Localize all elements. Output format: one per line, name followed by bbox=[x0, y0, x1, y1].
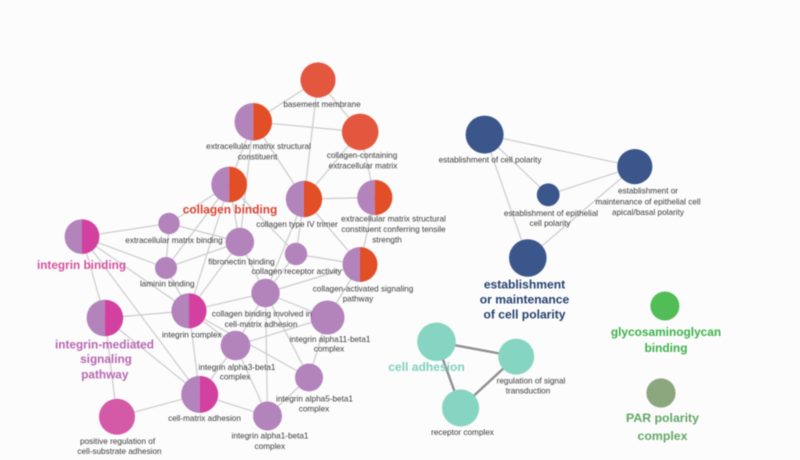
svg-text:pathway: pathway bbox=[81, 368, 129, 382]
svg-text:positive regulation of: positive regulation of bbox=[80, 437, 156, 446]
svg-text:integrin-mediated: integrin-mediated bbox=[55, 338, 154, 352]
svg-text:complex: complex bbox=[314, 345, 345, 354]
svg-text:integrin alpha3-beta1: integrin alpha3-beta1 bbox=[199, 363, 276, 372]
svg-text:collagen-activated signaling: collagen-activated signaling bbox=[313, 285, 414, 294]
svg-text:cell-substrate adhesion: cell-substrate adhesion bbox=[77, 447, 162, 456]
svg-text:laminin binding: laminin binding bbox=[140, 280, 195, 289]
svg-text:complex: complex bbox=[220, 373, 251, 382]
svg-text:fibronectin binding: fibronectin binding bbox=[208, 258, 275, 267]
svg-text:apical/basal polarity: apical/basal polarity bbox=[612, 208, 685, 217]
svg-text:transduction: transduction bbox=[506, 387, 551, 396]
svg-text:establishment of cell polarity: establishment of cell polarity bbox=[439, 156, 543, 165]
svg-text:complex: complex bbox=[638, 429, 688, 443]
svg-text:signaling: signaling bbox=[80, 352, 132, 366]
svg-text:glycosaminoglycan: glycosaminoglycan bbox=[611, 325, 721, 339]
svg-text:cell polarity: cell polarity bbox=[530, 219, 572, 228]
svg-text:constituent conferring tensile: constituent conferring tensile bbox=[341, 225, 446, 234]
svg-text:maintenance of epithelial cell: maintenance of epithelial cell bbox=[595, 198, 700, 207]
svg-text:binding: binding bbox=[645, 341, 688, 355]
svg-text:integrin alpha11-beta1: integrin alpha11-beta1 bbox=[290, 335, 371, 344]
svg-text:basement membrane: basement membrane bbox=[283, 100, 361, 109]
svg-text:integrin binding: integrin binding bbox=[37, 258, 126, 272]
svg-text:or maintenance: or maintenance bbox=[480, 293, 570, 307]
svg-text:collagen-containing: collagen-containing bbox=[327, 151, 398, 160]
svg-text:cell-matrix adhesion: cell-matrix adhesion bbox=[225, 320, 298, 329]
svg-text:collagen receptor activity: collagen receptor activity bbox=[252, 267, 343, 276]
svg-text:extracellular matrix: extracellular matrix bbox=[329, 162, 398, 171]
svg-text:PAR polarity: PAR polarity bbox=[626, 411, 699, 425]
svg-text:complex: complex bbox=[255, 442, 286, 451]
svg-text:collagen binding: collagen binding bbox=[183, 202, 277, 216]
svg-text:integrin alpha5-beta1: integrin alpha5-beta1 bbox=[276, 395, 353, 404]
svg-text:extracellular matrix binding: extracellular matrix binding bbox=[125, 236, 223, 245]
svg-text:of cell polarity: of cell polarity bbox=[484, 308, 566, 322]
svg-text:cell adhesion: cell adhesion bbox=[388, 360, 465, 374]
svg-text:integrin complex: integrin complex bbox=[162, 331, 222, 340]
svg-text:regulation of signal: regulation of signal bbox=[497, 377, 566, 386]
svg-text:integrin alpha1-beta1: integrin alpha1-beta1 bbox=[232, 431, 309, 440]
svg-text:collagen type IV trimer: collagen type IV trimer bbox=[256, 220, 338, 229]
svg-text:collagen binding involved in: collagen binding involved in bbox=[212, 310, 313, 319]
svg-text:establishment of epithelial: establishment of epithelial bbox=[504, 209, 598, 218]
svg-text:constituent: constituent bbox=[238, 153, 278, 162]
svg-text:receptor complex: receptor complex bbox=[431, 428, 494, 437]
svg-text:cell-matrix adhesion: cell-matrix adhesion bbox=[168, 414, 241, 423]
svg-text:establishment: establishment bbox=[484, 277, 565, 291]
svg-text:strength: strength bbox=[372, 236, 402, 245]
svg-text:establishment or: establishment or bbox=[618, 187, 678, 196]
svg-text:extracellular matrix structura: extracellular matrix structural bbox=[341, 215, 446, 224]
svg-text:extracellular matrix structura: extracellular matrix structural bbox=[206, 142, 311, 151]
svg-text:complex: complex bbox=[299, 405, 330, 414]
svg-text:pathway: pathway bbox=[343, 295, 374, 304]
